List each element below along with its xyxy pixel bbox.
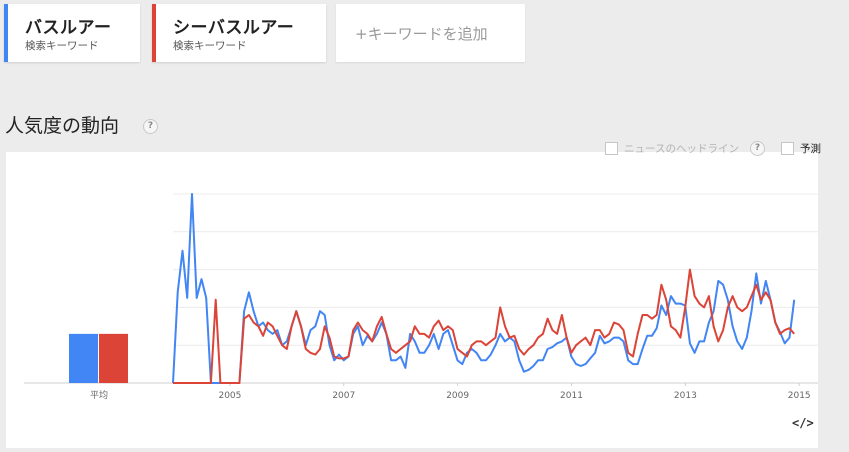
x-tick-label: 2007 — [332, 391, 355, 401]
x-tick-label: 2013 — [674, 391, 697, 401]
help-icon[interactable]: ? — [143, 119, 158, 134]
news-headlines-label: ニュースのヘッドライン — [624, 143, 739, 155]
forecast-label: 予測 — [800, 143, 821, 155]
series-line — [172, 193, 796, 384]
keyword-card-bass-lure[interactable]: バスルアー 検索キーワード — [4, 4, 140, 62]
keyword-color-bar — [4, 4, 8, 62]
average-bar — [99, 333, 128, 383]
keyword-type: 検索キーワード — [173, 40, 247, 52]
average-bar — [69, 333, 98, 383]
x-tick-label: 2005 — [218, 391, 241, 401]
keyword-type: 検索キーワード — [25, 40, 99, 52]
x-tick-label: 2011 — [560, 391, 583, 401]
keyword-card-seabass-lure[interactable]: シーバスルアー 検索キーワード — [152, 4, 326, 62]
news-headlines-checkbox[interactable] — [605, 142, 618, 155]
news-help-icon[interactable]: ? — [750, 141, 765, 156]
keyword-term: バスルアー — [25, 18, 112, 38]
keyword-term: シーバスルアー — [173, 18, 295, 38]
forecast-checkbox[interactable] — [781, 142, 794, 155]
add-keyword-label: +キーワードを追加 — [355, 25, 488, 43]
section-title: 人気度の動向 — [5, 115, 120, 137]
keyword-color-bar — [152, 4, 156, 62]
embed-code-icon[interactable]: </> — [792, 416, 814, 430]
add-keyword-button[interactable]: +キーワードを追加 — [336, 4, 525, 62]
series-line — [173, 268, 795, 384]
average-label: 平均 — [90, 389, 108, 401]
chart-panel — [6, 152, 818, 448]
x-tick-label: 2015 — [788, 391, 811, 401]
x-tick-label: 2009 — [446, 391, 469, 401]
